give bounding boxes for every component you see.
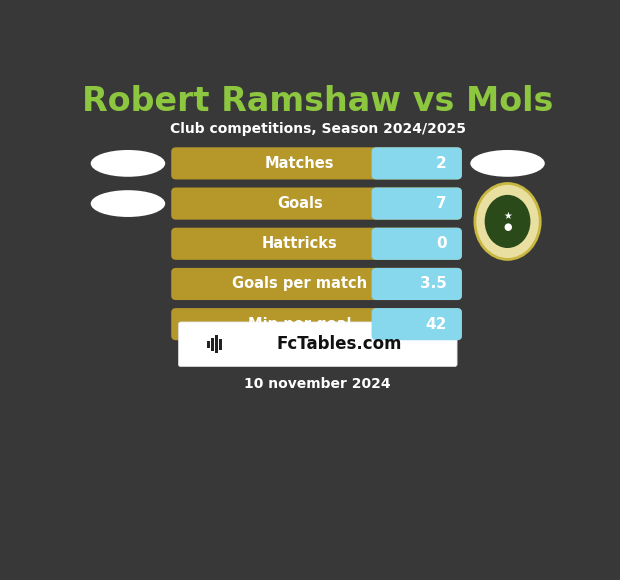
FancyBboxPatch shape (171, 187, 462, 220)
Text: Club competitions, Season 2024/2025: Club competitions, Season 2024/2025 (170, 122, 466, 136)
Text: Hattricks: Hattricks (262, 236, 337, 251)
FancyBboxPatch shape (371, 268, 462, 300)
FancyBboxPatch shape (371, 187, 462, 220)
Ellipse shape (475, 183, 540, 259)
Ellipse shape (91, 150, 165, 177)
Text: Robert Ramshaw vs Mols: Robert Ramshaw vs Mols (82, 85, 554, 118)
Text: Goals: Goals (277, 196, 322, 211)
FancyBboxPatch shape (371, 147, 462, 179)
FancyBboxPatch shape (381, 192, 404, 215)
FancyBboxPatch shape (171, 268, 462, 300)
Text: ★
●: ★ ● (503, 211, 512, 232)
FancyBboxPatch shape (171, 147, 462, 179)
Text: 3.5: 3.5 (420, 277, 446, 292)
FancyBboxPatch shape (381, 273, 404, 296)
FancyBboxPatch shape (171, 228, 462, 260)
Text: 7: 7 (436, 196, 446, 211)
Text: FcTables.com: FcTables.com (277, 335, 402, 353)
FancyBboxPatch shape (371, 308, 462, 340)
FancyBboxPatch shape (215, 335, 218, 353)
Text: 0: 0 (436, 236, 446, 251)
Ellipse shape (485, 195, 531, 248)
FancyBboxPatch shape (381, 152, 404, 175)
FancyBboxPatch shape (211, 338, 214, 350)
Text: Goals per match: Goals per match (232, 277, 367, 292)
Text: 2: 2 (436, 156, 446, 171)
Text: Matches: Matches (265, 156, 334, 171)
FancyBboxPatch shape (371, 228, 462, 260)
FancyBboxPatch shape (171, 308, 462, 340)
FancyBboxPatch shape (219, 339, 222, 350)
FancyBboxPatch shape (207, 340, 210, 348)
FancyBboxPatch shape (381, 313, 404, 336)
FancyBboxPatch shape (381, 232, 404, 255)
Text: Min per goal: Min per goal (248, 317, 352, 332)
Text: 42: 42 (425, 317, 446, 332)
Text: 10 november 2024: 10 november 2024 (244, 377, 391, 391)
Ellipse shape (471, 150, 545, 177)
Ellipse shape (91, 190, 165, 217)
FancyBboxPatch shape (179, 322, 457, 367)
